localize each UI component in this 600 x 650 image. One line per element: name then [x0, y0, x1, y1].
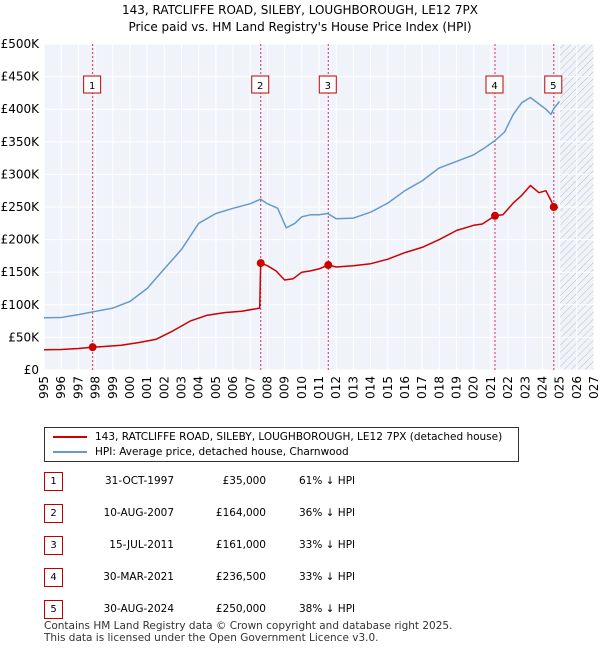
- footer-copyright: Contains HM Land Registry data © Crown c…: [44, 620, 453, 632]
- x-tick-label: 2022: [501, 376, 515, 400]
- transaction-price: £236,500: [215, 571, 266, 583]
- transaction-price: £164,000: [215, 507, 266, 519]
- x-tick-label: 2021: [484, 376, 498, 400]
- transaction-hpi-diff: 61% ↓ HPI: [299, 475, 356, 487]
- transaction-badge: 5: [44, 600, 63, 619]
- transaction-marker-box: [251, 75, 270, 94]
- transaction-badge: 2: [44, 504, 63, 523]
- table-row: 4 30-MAR-2021 £236,500 33% ↓ HPI: [44, 568, 474, 588]
- transaction-date: 31-OCT-1997: [105, 475, 174, 487]
- transaction-date: 10-AUG-2007: [103, 507, 174, 519]
- transaction-date: 30-AUG-2024: [103, 603, 174, 615]
- table-row: 1 31-OCT-1997 £35,000 61% ↓ HPI: [44, 472, 474, 492]
- x-tick-label: 2012: [329, 376, 343, 400]
- x-tick-label: 2000: [123, 376, 137, 400]
- footer-licence: This data is licensed under the Open Gov…: [44, 632, 379, 644]
- y-tick-label: £250K: [1, 200, 41, 214]
- legend-item-property: 143, RATCLIFFE ROAD, SILEBY, LOUGHBOROUG…: [53, 430, 502, 444]
- transaction-marker-label: 1: [89, 81, 95, 92]
- transaction-date: 30-MAR-2021: [103, 571, 174, 583]
- y-tick-label: £450K: [1, 70, 41, 84]
- x-tick-label: 2009: [278, 376, 292, 400]
- legend-item-hpi: HPI: Average price, detached house, Char…: [53, 445, 349, 459]
- transaction-price: £161,000: [215, 539, 266, 551]
- y-tick-label: £100K: [1, 298, 41, 312]
- x-tick-label: 2017: [415, 376, 429, 400]
- transaction-point: [256, 259, 265, 268]
- transaction-point: [549, 203, 558, 211]
- legend-swatch-hpi: [53, 451, 87, 453]
- x-tick-label: 2008: [260, 376, 274, 400]
- x-tick-label: 1995: [37, 376, 51, 400]
- transaction-marker-label: 4: [491, 81, 497, 92]
- transaction-marker-label: 3: [325, 81, 331, 92]
- x-tick-label: 2019: [450, 376, 464, 400]
- y-tick-label: £350K: [1, 135, 41, 149]
- x-tick-label: 2003: [175, 376, 189, 400]
- transaction-badge: 1: [44, 472, 63, 491]
- transaction-point: [491, 211, 499, 220]
- y-tick-label: £500K: [1, 37, 41, 51]
- x-tick-label: 2014: [364, 376, 378, 400]
- legend: 143, RATCLIFFE ROAD, SILEBY, LOUGHBOROUG…: [44, 427, 519, 462]
- x-tick-label: 1996: [54, 376, 68, 400]
- chart-subtitle: Price paid vs. HM Land Registry's House …: [128, 20, 472, 34]
- transaction-badge: 3: [44, 536, 63, 555]
- x-tick-label: 2007: [243, 376, 257, 400]
- transaction-marker-label: 2: [257, 81, 263, 92]
- x-tick-label: 2001: [140, 376, 154, 400]
- transaction-hpi-diff: 36% ↓ HPI: [299, 507, 356, 519]
- x-tick-label: 2027: [587, 376, 600, 400]
- legend-label-hpi: HPI: Average price, detached house, Char…: [95, 446, 349, 458]
- x-tick-label: 2010: [295, 376, 309, 400]
- property-series-line: [43, 184, 559, 351]
- x-tick-label: 2018: [432, 376, 446, 400]
- transaction-marker-box: [318, 75, 337, 94]
- y-tick-label: £300K: [1, 167, 41, 181]
- x-tick-label: 2025: [553, 376, 567, 400]
- x-tick-label: 2004: [192, 376, 206, 400]
- y-tick-label: £0: [24, 363, 39, 377]
- x-tick-label: 2013: [346, 376, 360, 400]
- x-tick-label: 1998: [89, 376, 103, 400]
- x-tick-label: 2006: [226, 376, 240, 400]
- transaction-hpi-diff: 33% ↓ HPI: [299, 571, 356, 583]
- x-tick-label: 1999: [106, 376, 120, 400]
- chart-title: 143, RATCLIFFE ROAD, SILEBY, LOUGHBOROUG…: [122, 3, 478, 17]
- x-tick-label: 2024: [535, 376, 549, 400]
- table-row: 2 10-AUG-2007 £164,000 36% ↓ HPI: [44, 504, 474, 524]
- table-row: 5 30-AUG-2024 £250,000 38% ↓ HPI: [44, 600, 474, 620]
- table-row: 3 15-JUL-2011 £161,000 33% ↓ HPI: [44, 536, 474, 556]
- x-tick-label: 2015: [381, 376, 395, 400]
- transaction-date: 15-JUL-2011: [109, 539, 174, 551]
- transaction-hpi-diff: 38% ↓ HPI: [299, 603, 356, 615]
- x-tick-label: 2016: [398, 376, 412, 400]
- transaction-point: [324, 261, 333, 270]
- legend-swatch-property: [53, 436, 87, 438]
- y-tick-label: £200K: [1, 233, 41, 247]
- transaction-marker-box: [83, 75, 102, 94]
- x-tick-label: 2020: [467, 376, 481, 400]
- transaction-marker-box: [544, 75, 563, 94]
- x-tick-label: 2002: [157, 376, 171, 400]
- transaction-hpi-diff: 33% ↓ HPI: [299, 539, 356, 551]
- legend-label-property: 143, RATCLIFFE ROAD, SILEBY, LOUGHBOROUG…: [95, 431, 503, 443]
- x-tick-label: 1997: [71, 376, 85, 400]
- y-tick-label: £150K: [1, 265, 41, 279]
- x-tick-label: 2005: [209, 376, 223, 400]
- transaction-price: £35,000: [222, 475, 266, 487]
- x-tick-label: 2011: [312, 376, 326, 400]
- price-chart: £0 £50K £100K £150K £200K £250K £300K £350K £400…: [1, 37, 600, 400]
- transaction-badge: 4: [44, 568, 63, 587]
- y-tick-label: £50K: [8, 330, 40, 344]
- transaction-price: £250,000: [215, 603, 266, 615]
- hpi-series-line: [43, 96, 561, 319]
- transaction-marker-label: 5: [550, 81, 556, 92]
- transaction-point: [88, 343, 97, 352]
- x-tick-label: 2023: [518, 376, 532, 400]
- y-tick-label: £400K: [1, 102, 41, 116]
- x-tick-label: 2026: [570, 376, 584, 400]
- transaction-marker-box: [485, 75, 504, 94]
